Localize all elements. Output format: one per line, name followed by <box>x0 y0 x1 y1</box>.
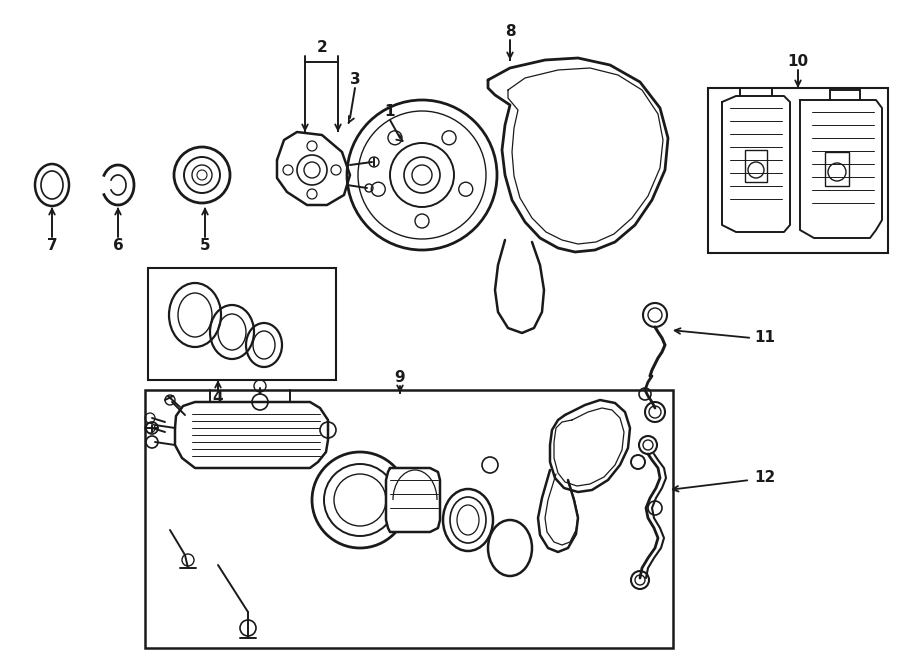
Ellipse shape <box>488 520 532 576</box>
Text: 6: 6 <box>112 237 123 253</box>
Text: 1: 1 <box>385 104 395 120</box>
Polygon shape <box>175 402 328 468</box>
Text: 12: 12 <box>754 471 776 485</box>
Polygon shape <box>722 96 790 232</box>
Polygon shape <box>277 132 350 205</box>
Text: 2: 2 <box>317 40 328 56</box>
Polygon shape <box>800 100 882 238</box>
Bar <box>148 268 336 380</box>
Ellipse shape <box>443 489 493 551</box>
Text: 5: 5 <box>200 237 211 253</box>
Text: 10: 10 <box>788 54 808 69</box>
Bar <box>745 150 767 182</box>
Text: 3: 3 <box>350 73 360 87</box>
Text: 4: 4 <box>212 391 223 405</box>
Bar <box>708 88 888 253</box>
Text: 7: 7 <box>47 237 58 253</box>
Polygon shape <box>550 400 630 492</box>
Polygon shape <box>495 240 544 333</box>
Bar <box>825 152 849 186</box>
Text: 8: 8 <box>505 24 516 40</box>
Polygon shape <box>488 58 668 252</box>
Text: 11: 11 <box>754 330 776 346</box>
Bar <box>145 390 673 648</box>
Polygon shape <box>538 470 578 552</box>
Text: 9: 9 <box>395 371 405 385</box>
Polygon shape <box>386 468 440 532</box>
